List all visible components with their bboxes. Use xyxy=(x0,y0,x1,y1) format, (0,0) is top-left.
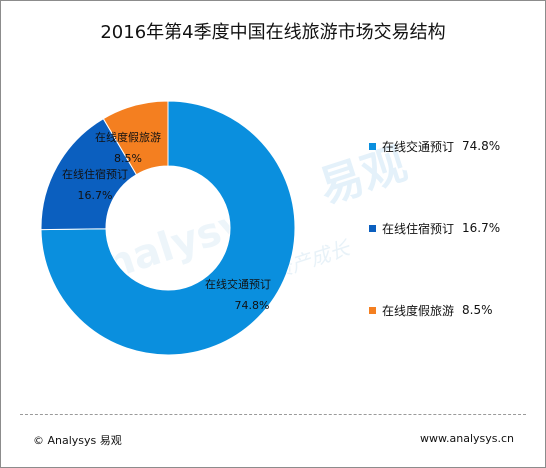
slice-label-name-hotel: 在线住宿预订 xyxy=(62,167,128,181)
legend-item-transport: 在线交通预订 74.8% xyxy=(369,138,500,154)
legend-swatch-hotel xyxy=(369,224,376,232)
donut-slice-vacation xyxy=(102,100,169,176)
legend-value-transport: 74.8% xyxy=(462,139,501,153)
legend-label-hotel: 在线住宿预订 xyxy=(382,221,455,236)
legend-value-vacation: 8.5% xyxy=(462,303,493,317)
slice-label-value-vacation: 8.5% xyxy=(114,152,142,165)
legend-swatch-transport xyxy=(369,142,376,150)
legend-item-hotel: 在线住宿预订 16.7% xyxy=(369,220,500,236)
slice-label-name-vacation: 在线度假旅游 xyxy=(95,130,161,144)
slice-label-value-transport: 74.8% xyxy=(235,299,270,312)
footer-copyright: © Analysys 易观 xyxy=(33,434,122,447)
footer-divider xyxy=(20,414,526,415)
footer-website: www.analysys.cn xyxy=(420,432,514,445)
legend-swatch-vacation xyxy=(369,306,376,314)
slice-label-value-hotel: 16.7% xyxy=(78,189,113,202)
legend-value-hotel: 16.7% xyxy=(462,221,501,235)
chart-title: 2016年第4季度中国在线旅游市场交易结构 xyxy=(100,22,446,43)
donut-slice-hotel xyxy=(40,118,138,231)
donut-slice-transport xyxy=(40,100,296,356)
legend-label-vacation: 在线度假旅游 xyxy=(382,303,455,318)
legend-label-transport: 在线交通预订 xyxy=(382,139,455,154)
slice-label-name-transport: 在线交通预订 xyxy=(205,277,271,291)
legend-item-vacation: 在线度假旅游 8.5% xyxy=(369,302,493,318)
